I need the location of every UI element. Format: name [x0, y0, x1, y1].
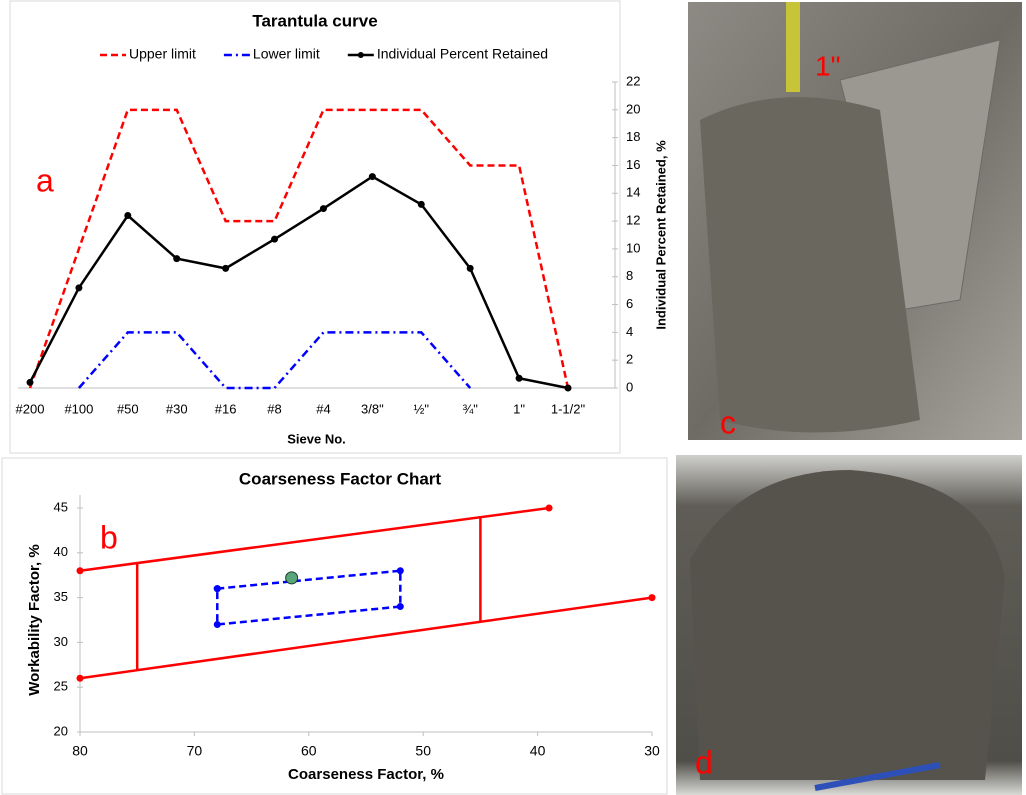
photo-d: d: [676, 455, 1022, 795]
data-point: [26, 378, 34, 386]
y-tick-label: 2: [626, 352, 633, 367]
x-tick-label: 80: [72, 743, 88, 759]
y-tick-label: 16: [626, 157, 640, 172]
data-point: [124, 212, 132, 220]
x-tick-label: 30: [644, 743, 660, 759]
legend-label: Lower limit: [253, 46, 320, 62]
y-tick-label: 22: [626, 73, 640, 88]
x-tick-label: #4: [316, 401, 330, 416]
data-point: [285, 571, 299, 585]
data-point: [213, 585, 221, 593]
data-point: [173, 255, 181, 263]
y-tick-label: 45: [54, 499, 68, 514]
y-tick-label: 0: [626, 379, 633, 394]
legend-label: Upper limit: [129, 46, 196, 62]
x-tick-label: ½": [414, 401, 430, 416]
data-point: [396, 567, 404, 575]
x-tick-label: #200: [16, 401, 45, 416]
data-point: [76, 674, 84, 682]
series-line: [77, 331, 472, 390]
x-tick-label: 3/8": [361, 401, 384, 416]
y-axis-label: Individual Percent Retained, %: [653, 140, 668, 330]
chart-title: Coarseness Factor Chart: [239, 469, 442, 488]
series-line: [79, 596, 653, 680]
x-axis-label: Sieve No.: [287, 431, 346, 446]
y-tick-label: 14: [626, 185, 640, 200]
series-line: [28, 108, 570, 389]
photo-pen: [814, 762, 941, 791]
x-tick-label: #8: [267, 401, 281, 416]
legend-label: Individual Percent Retained: [377, 46, 548, 62]
legend-marker: [357, 52, 364, 58]
chart-a-frame: [9, 0, 621, 454]
data-point: [368, 173, 376, 181]
photo-ruler: [786, 2, 800, 92]
panel-label: d: [695, 744, 713, 780]
x-tick-label: 1-1/2": [551, 401, 586, 416]
photo-concrete-cone: [700, 97, 920, 433]
data-point: [648, 594, 656, 602]
x-tick-label: 40: [530, 743, 546, 759]
data-point: [222, 264, 230, 272]
data-point: [545, 504, 553, 512]
data-point: [76, 567, 84, 575]
data-point: [564, 384, 572, 392]
x-tick-label: 60: [301, 743, 317, 759]
x-axis-label: Coarseness Factor, %: [288, 766, 444, 783]
y-tick-label: 20: [54, 723, 68, 738]
y-tick-label: 12: [626, 213, 640, 228]
y-tick-label: 8: [626, 268, 633, 283]
y-tick-label: 4: [626, 324, 633, 339]
y-tick-label: 35: [54, 589, 68, 604]
x-tick-label: #50: [117, 401, 139, 416]
y-tick-label: 20: [626, 101, 640, 116]
data-point: [466, 264, 474, 272]
x-tick-label: #30: [166, 401, 188, 416]
x-tick-label: 70: [187, 743, 203, 759]
data-point: [271, 235, 279, 243]
x-tick-label: 1": [513, 401, 525, 416]
data-point: [515, 374, 523, 382]
panel-label: c: [720, 404, 736, 440]
series-line: [28, 175, 569, 390]
data-point: [417, 200, 425, 208]
chart-b-frame: [1, 457, 668, 795]
chart: Coarseness Factor Chart b 20 25 30 35 40 45 80 70…: [26, 469, 660, 782]
y-tick-label: 18: [626, 129, 640, 144]
y-axis-label: Workability Factor, %: [26, 544, 43, 695]
y-tick-label: 6: [626, 296, 633, 311]
data-point: [396, 603, 404, 611]
y-tick-label: 25: [54, 679, 68, 694]
series-line: [79, 506, 550, 572]
data-point: [75, 284, 83, 292]
panel-label: a: [36, 162, 54, 198]
y-tick-label: 40: [54, 544, 68, 559]
y-tick-label: 30: [54, 634, 68, 649]
data-point: [213, 620, 221, 628]
x-tick-label: ¾": [462, 401, 478, 416]
panel-label: b: [100, 519, 118, 555]
photo-concrete-block: [690, 470, 1005, 780]
data-point: [319, 205, 327, 213]
chart: Tarantula curve a 0 2 4 6 8 10 12 14 16 18 20 22 #200 #…: [16, 11, 669, 446]
series-line: [216, 569, 402, 626]
x-tick-label: 50: [415, 743, 431, 759]
chart-title: Tarantula curve: [252, 11, 377, 30]
x-tick-label: #100: [64, 401, 93, 416]
y-tick-label: 10: [626, 240, 640, 255]
photo-c: 1" c: [688, 2, 1022, 440]
photo-annotation: 1": [815, 50, 841, 81]
x-tick-label: #16: [215, 401, 237, 416]
